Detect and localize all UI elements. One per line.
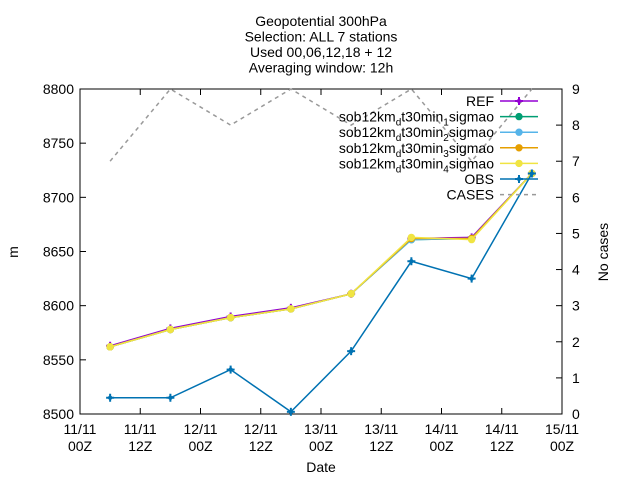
y2-tick-label: 4 — [572, 262, 580, 278]
legend: REFsob12kmdt30min1sigmaosob12kmdt30min2s… — [339, 93, 538, 203]
y-tick-label: 8500 — [43, 406, 74, 422]
data-point-dot — [529, 171, 535, 176]
y2-tick-label: 8 — [572, 117, 580, 133]
data-point — [287, 305, 295, 313]
x-tick-label-date: 12/11 — [244, 421, 278, 437]
series-line — [110, 173, 533, 413]
data-point — [347, 347, 356, 356]
y2-tick-label: 3 — [572, 298, 580, 314]
data-point-dot — [516, 98, 522, 104]
x-tick-label-date: 14/11 — [425, 421, 459, 437]
data-point — [347, 290, 355, 298]
data-point — [467, 274, 476, 283]
legend-label: sob12kmdt30min1sigmao — [339, 109, 494, 129]
legend-label: OBS — [464, 171, 494, 187]
x-tick-label-hour: 00Z — [429, 438, 454, 454]
title-line: Averaging window: 12h — [249, 60, 394, 76]
x-tick-label-hour: 00Z — [550, 438, 575, 454]
y-tick-label: 8600 — [43, 298, 74, 314]
x-tick-label-hour: 12Z — [249, 438, 274, 454]
data-point — [407, 257, 416, 266]
data-point — [515, 144, 523, 152]
data-point — [226, 365, 235, 374]
data-point-dot — [288, 409, 294, 415]
data-point-dot — [409, 259, 414, 264]
data-point — [515, 97, 523, 105]
legend-label: sob12kmdt30min4sigmao — [339, 155, 494, 175]
x-tick-label-date: 13/11 — [304, 421, 338, 437]
data-point — [467, 235, 476, 244]
data-point — [515, 159, 523, 168]
y2-tick-label: 7 — [572, 153, 580, 169]
data-point — [515, 128, 523, 136]
axes: 8500 8550 8600 8650 8700 8750 8800 0 1 2 3 4 5 6 7 8 9 11… — [5, 81, 611, 475]
data-point-dot — [469, 276, 474, 281]
data-point — [407, 233, 416, 242]
data-point — [166, 325, 175, 334]
x-tick-label-date: 15/11 — [545, 421, 579, 437]
y-tick-label: 8650 — [43, 244, 74, 260]
y2-tick-label: 0 — [572, 406, 580, 422]
y2-tick-label: 9 — [572, 81, 580, 97]
y2-tick-label: 6 — [572, 189, 580, 205]
data-point — [515, 175, 523, 183]
series-line — [109, 172, 533, 348]
title-line: Geopotential 300hPa — [255, 13, 387, 29]
data-point — [286, 407, 295, 416]
data-point-dot — [228, 367, 233, 372]
x-tick-label-hour: 00Z — [309, 438, 334, 454]
data-point — [106, 343, 114, 351]
series-6 — [109, 88, 533, 163]
series-5 — [106, 169, 536, 416]
series-layer — [106, 88, 536, 416]
x-tick-label-date: 12/11 — [184, 421, 218, 437]
x-tick-label-date: 14/11 — [485, 421, 519, 437]
data-point-dot — [107, 395, 113, 400]
y-tick-label: 8700 — [43, 189, 74, 205]
data-point — [226, 313, 235, 322]
x-tick-label-hour: 12Z — [369, 438, 394, 454]
y2-axis-label: No cases — [595, 223, 611, 281]
y-tick-label: 8800 — [43, 81, 74, 97]
data-point — [106, 393, 115, 402]
legend-label: sob12kmdt30min2sigmao — [339, 124, 494, 144]
data-point — [166, 393, 175, 402]
x-tick-label-hour: 00Z — [68, 438, 93, 454]
data-point-dot — [348, 348, 354, 354]
title-line: Used 00,06,12,18 + 12 — [250, 44, 392, 60]
legend-label: CASES — [447, 187, 494, 203]
x-tick-label-date: 13/11 — [364, 421, 398, 437]
y-tick-label: 8750 — [43, 135, 74, 151]
title-line: Selection: ALL 7 stations — [245, 29, 398, 45]
x-tick-label-hour: 12Z — [128, 438, 153, 454]
x-tick-label-hour: 00Z — [188, 438, 213, 454]
data-point — [527, 169, 536, 178]
series-4 — [106, 169, 536, 351]
legend-label: sob12kmdt30min3sigmao — [339, 140, 494, 160]
data-point-dot — [516, 176, 522, 182]
x-axis-label: Date — [306, 459, 336, 475]
y-axis-label: m — [5, 246, 21, 258]
y2-tick-label: 2 — [572, 334, 580, 350]
series-line — [109, 88, 533, 163]
data-point-dot — [168, 395, 173, 400]
y2-tick-label: 1 — [572, 370, 580, 386]
x-tick-label-date: 11/11 — [124, 421, 157, 437]
y2-tick-label: 5 — [572, 225, 580, 241]
data-point — [515, 112, 523, 121]
x-tick-label-hour: 12Z — [490, 438, 515, 454]
legend-label: REF — [466, 93, 494, 109]
y-tick-label: 8550 — [43, 352, 74, 368]
x-tick-label-date: 11/11 — [64, 421, 97, 437]
